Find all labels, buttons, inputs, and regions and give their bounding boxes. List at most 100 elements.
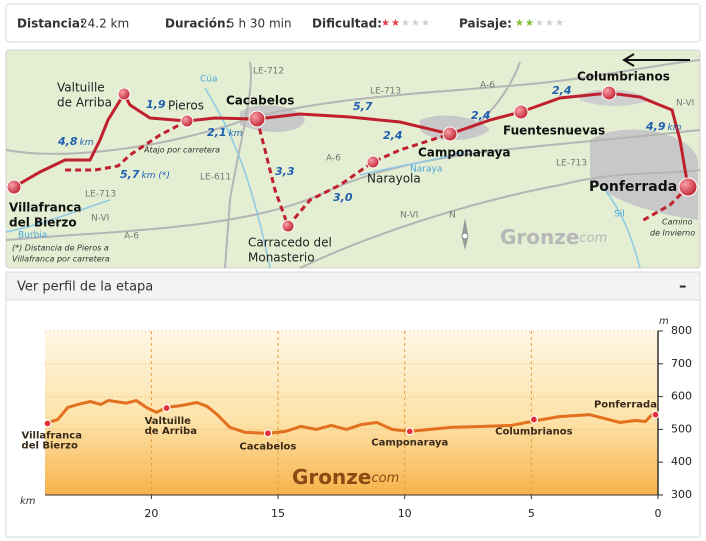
stop <box>248 110 266 128</box>
distance-label: 3,0 <box>333 191 353 204</box>
distance: 4,9 <box>645 120 666 133</box>
profile-toggle[interactable]: Ver perfil de la etapa – <box>5 271 701 301</box>
x-tick-label: 5 <box>528 507 535 520</box>
y-tick-label: 700 <box>671 357 692 370</box>
y-tick-label: 800 <box>671 324 692 337</box>
distance-label: 5,7 km (*) <box>120 168 170 181</box>
waypoint-label: Columbrianos <box>495 427 572 438</box>
distance: 3,3 <box>275 165 295 178</box>
stop <box>601 85 617 101</box>
stop <box>180 114 194 128</box>
river <box>5 199 111 233</box>
town-area <box>590 129 698 220</box>
waypoint-label: del Bierzo <box>22 440 78 451</box>
elevation-line <box>44 399 658 435</box>
note: de Invierno <box>650 229 695 238</box>
waypoint <box>405 427 414 436</box>
place-label: Pieros <box>168 99 204 113</box>
x-axis-label: km <box>20 496 36 507</box>
distance-unit: km <box>668 123 682 133</box>
road-label: LE-712 <box>253 67 284 77</box>
place-label: Columbrianos <box>577 70 670 84</box>
road-label: A-6 <box>480 81 495 91</box>
waypoint <box>43 419 52 428</box>
river-label: Sil <box>614 210 625 220</box>
waypoint <box>651 410 660 419</box>
rating-star: ★ <box>525 18 534 29</box>
distance-unit: km (*) <box>142 171 170 181</box>
waypoint <box>162 403 171 413</box>
place-label: Fuentesnuevas <box>503 124 605 138</box>
note: Atajo por carretera <box>143 146 220 155</box>
distance: 3,0 <box>333 191 353 204</box>
place-label: Monasterio <box>248 251 315 265</box>
road-label: LE-713 <box>85 190 116 200</box>
road-label: LE-611 <box>200 173 231 183</box>
distance-label: 2,1 km <box>207 126 243 139</box>
waypoint-label: de Arriba <box>145 426 197 437</box>
road <box>299 169 701 269</box>
stat-label: Paisaje: <box>459 17 512 31</box>
place-label: Camponaraya <box>418 146 510 160</box>
stop <box>442 126 458 142</box>
distance: 2,4 <box>552 84 572 97</box>
stop <box>117 87 131 101</box>
rating-star: ★ <box>535 18 544 29</box>
watermark-suffix: com <box>371 471 399 486</box>
alt-routes <box>65 118 690 227</box>
panel-header[interactable] <box>5 271 701 301</box>
river-label: Cúa <box>200 75 218 85</box>
distance: 5,7 <box>353 100 373 113</box>
place-label: del Bierzo <box>9 216 77 230</box>
compass: N <box>449 211 469 250</box>
collapse-button[interactable]: – <box>679 277 687 295</box>
waypoint-label: Ponferrada <box>594 400 657 411</box>
place-label: Valtuille <box>57 81 105 95</box>
waypoint <box>263 429 273 438</box>
alt-route <box>65 119 188 172</box>
road-label: LE-713 <box>556 159 587 169</box>
waypoint-label: Valtuille <box>145 416 192 427</box>
waypoint <box>529 415 538 424</box>
note: Camino <box>662 218 693 227</box>
map-brand: Gronzecom <box>500 225 607 249</box>
distance-label: 4,8 km <box>57 135 94 148</box>
y-tick-label: 300 <box>671 488 692 501</box>
x-tick-label: 15 <box>271 507 285 520</box>
distance-label: 1,9 <box>146 98 166 111</box>
road <box>224 61 252 269</box>
stop <box>6 179 22 195</box>
rivers <box>5 87 641 269</box>
road-label: N-VI <box>400 211 418 221</box>
rating-star: ★ <box>401 18 410 29</box>
road-label: N-VI <box>91 214 109 224</box>
distance: 1,9 <box>146 98 166 111</box>
rating-star: ★ <box>421 18 430 29</box>
distance: 2,4 <box>383 129 403 142</box>
rating-star: ★ <box>411 18 420 29</box>
x-tick-label: 0 <box>655 507 662 520</box>
stat-label: Duración: <box>165 17 230 31</box>
y-tick-label: 600 <box>671 390 692 403</box>
alt-route <box>639 185 690 224</box>
place-label: Ponferrada <box>589 179 677 195</box>
stops <box>6 85 698 233</box>
road-label: LE-713 <box>370 87 401 97</box>
place-label: Carracedo del <box>248 236 332 250</box>
distance: 4,8 <box>57 135 78 148</box>
rating-star: ★ <box>545 18 554 29</box>
waypoint-label: Villafranca <box>22 430 82 441</box>
distance-label: 2,4 <box>552 84 572 97</box>
elevation-chart: 300 400 500 600 700 800 20 15 10 5 0 m km Gronzecom Vi… <box>20 316 692 520</box>
rating-star: ★ <box>381 18 390 29</box>
distance-label: 2,4 <box>383 129 403 142</box>
brand: Gronze <box>500 225 579 249</box>
panel-title[interactable]: Ver perfil de la etapa <box>17 280 153 295</box>
direction-arrow <box>622 53 690 67</box>
distance: 5,7 <box>120 168 140 181</box>
stat-label: Distancia: <box>17 17 85 31</box>
map-background <box>5 49 701 269</box>
stop <box>366 155 380 169</box>
stop <box>513 104 529 120</box>
stat-value: 24.2 km <box>80 17 129 31</box>
